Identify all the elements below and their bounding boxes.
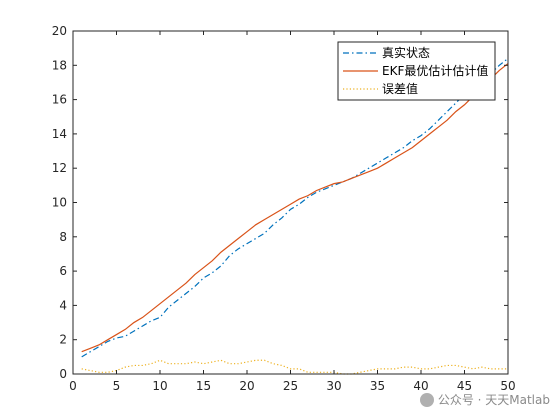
y-tick-label: 6 <box>59 264 67 278</box>
plot-lines <box>81 57 509 375</box>
x-tick-label: 30 <box>326 379 341 393</box>
y-tick-label: 20 <box>52 24 67 38</box>
y-tick-label: 0 <box>59 367 67 381</box>
legend-label-2: EKF最优估计估计值 <box>382 63 488 78</box>
series-line-2 <box>81 63 509 353</box>
x-tick-label: 15 <box>196 379 211 393</box>
x-tick-label: 10 <box>152 379 167 393</box>
y-tick-label: 18 <box>52 58 67 72</box>
y-axis: 0 2 4 6 8 10 12 14 16 18 20 <box>52 24 508 381</box>
y-tick-label: 10 <box>52 196 67 210</box>
y-tick-label: 2 <box>59 333 67 347</box>
x-axis: 0 5 10 15 20 25 30 35 40 45 50 <box>69 31 516 393</box>
x-tick-label: 35 <box>370 379 385 393</box>
watermark: 公众号 · 天天Matlab <box>419 391 550 408</box>
x-tick-label: 25 <box>283 379 298 393</box>
y-tick-label: 14 <box>52 127 67 141</box>
x-tick-label: 50 <box>500 379 515 393</box>
x-tick-label: 0 <box>69 379 77 393</box>
y-tick-label: 12 <box>52 161 67 175</box>
x-tick-label: 20 <box>239 379 254 393</box>
series-line-3 <box>81 359 508 375</box>
x-tick-label: 40 <box>413 379 428 393</box>
x-tick-label: 5 <box>113 379 121 393</box>
series-line-1 <box>81 57 509 358</box>
watermark-text: 公众号 · 天天Matlab <box>437 393 550 407</box>
y-tick-label: 8 <box>59 230 67 244</box>
y-tick-label: 16 <box>52 93 67 107</box>
legend-label-3: 误差值 <box>382 81 418 96</box>
wechat-icon <box>419 392 434 407</box>
y-tick-label: 4 <box>59 298 67 312</box>
x-tick-label: 45 <box>457 379 472 393</box>
legend-label-1: 真实状态 <box>382 45 430 60</box>
